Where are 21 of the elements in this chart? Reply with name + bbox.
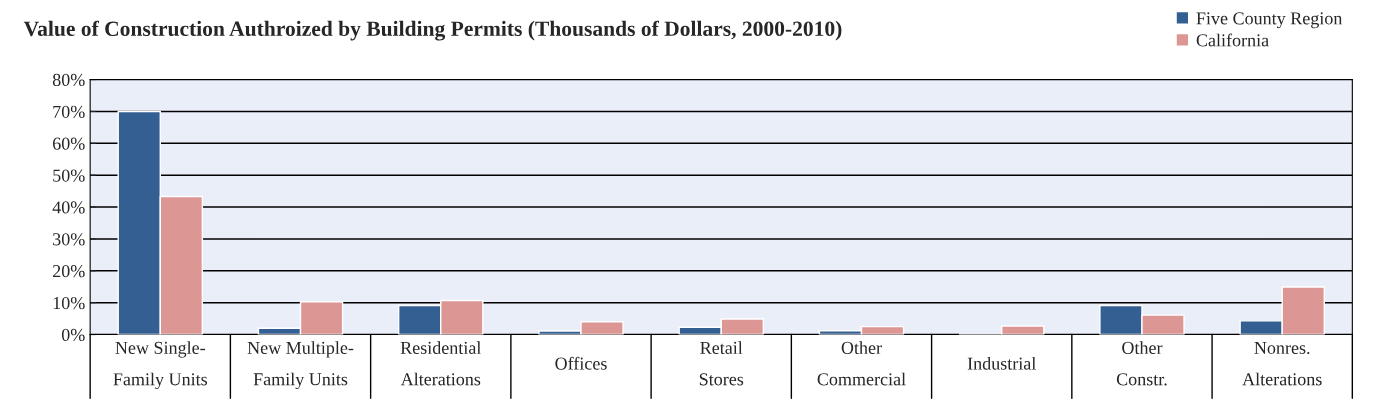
x-tick-label: Other Constr.	[1116, 341, 1167, 386]
y-tick-label: 0%	[61, 328, 85, 342]
legend-label: Five County Region	[1196, 12, 1343, 29]
x-tick-label: Other Commercial	[817, 341, 906, 386]
y-tick-label: 80%	[52, 73, 85, 87]
y-tick-label: 50%	[53, 169, 85, 182]
legend-label: California	[1196, 33, 1269, 47]
y-tick-label: 70%	[53, 105, 85, 118]
y-tick-label: 20%	[52, 265, 85, 278]
x-tick-label: New Single- Family Units	[113, 341, 208, 390]
x-tick-label: Residential Alterations	[400, 341, 482, 386]
y-tick-label: 30%	[53, 233, 85, 246]
x-tick-label: Retail Stores	[699, 341, 744, 386]
x-tick-label: Industrial	[967, 356, 1036, 370]
y-tick-label: 10%	[53, 296, 85, 310]
x-tick-label: Offices	[555, 356, 607, 370]
y-tick-label: 40%	[52, 201, 85, 214]
x-tick-label: New Multiple- Family Units	[247, 341, 354, 390]
chart-title: Value of Construction Authroized by Building Permits (Thousands of Dollars, 2000-2010)	[23, 20, 842, 41]
y-tick-label: 60%	[52, 137, 85, 150]
x-tick-label: Nonres. Alterations	[1242, 341, 1322, 386]
